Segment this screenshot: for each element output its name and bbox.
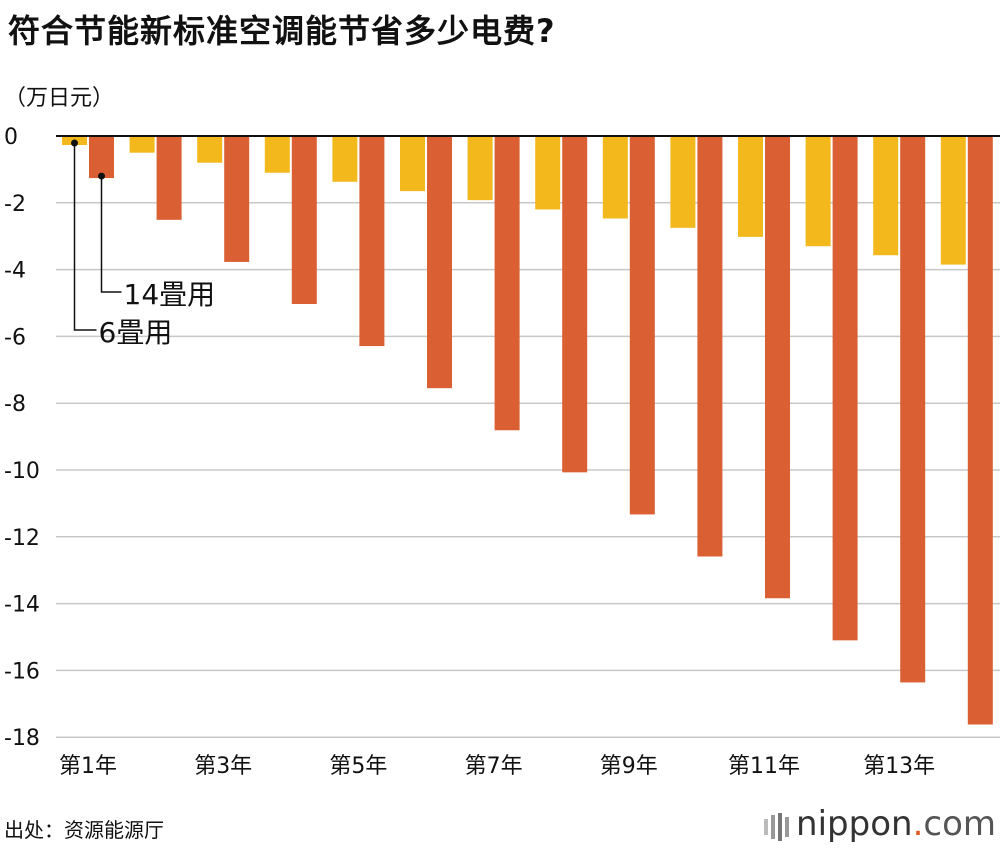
y-tick-label: -12 xyxy=(4,526,40,551)
bar-6jo xyxy=(873,136,899,256)
y-tick-label: -18 xyxy=(4,726,40,751)
bar-6jo xyxy=(670,136,696,228)
bar-14jo xyxy=(359,136,385,347)
bar-14jo xyxy=(765,136,790,599)
bar-6jo xyxy=(400,136,425,192)
bar-14jo xyxy=(832,136,858,641)
leader-line-6jo xyxy=(73,143,97,331)
bar-14jo xyxy=(494,136,520,431)
bar-6jo xyxy=(467,136,493,201)
logo-name: nippon xyxy=(796,804,913,844)
bars xyxy=(62,136,993,725)
y-tick-label: -16 xyxy=(4,659,40,684)
bar-6jo xyxy=(332,136,358,182)
x-tick-label: 第13年 xyxy=(863,754,935,779)
y-tick-label: -14 xyxy=(4,593,40,618)
bar-14jo xyxy=(89,136,114,179)
logo-bars-icon xyxy=(764,812,790,841)
bar-6jo xyxy=(264,136,290,173)
x-tick-label: 第11年 xyxy=(728,754,800,779)
series-label-14jo: 14畳用 xyxy=(124,278,216,311)
series-labels: 6畳用 14畳用 xyxy=(71,139,216,349)
leader-line-14jo xyxy=(100,176,122,293)
nippon-logo: nippon.com xyxy=(764,804,996,844)
chart-title: 符合节能新标准空调能节省多少电费? xyxy=(8,12,556,50)
x-tick-label: 第5年 xyxy=(329,754,387,779)
y-tick-label: 0 xyxy=(4,125,18,150)
y-tick-label: -6 xyxy=(4,325,26,350)
bar-14jo xyxy=(224,136,250,262)
logo-suffix: com xyxy=(923,804,996,844)
bar-14jo xyxy=(156,136,182,220)
bar-6jo xyxy=(940,136,966,265)
bar-14jo xyxy=(967,136,993,725)
bar-6jo xyxy=(602,136,628,219)
bar-14jo xyxy=(629,136,655,515)
bar-14jo xyxy=(562,136,588,473)
source-note: 出处：资源能源厅 xyxy=(4,818,164,842)
axes: 0 -2 -4 -6 -8 -10 -12 -14 -16 -18 第1年 第3年 第5年 第7年 第9年 第… xyxy=(4,125,1000,779)
y-tick-label: -4 xyxy=(4,259,26,284)
x-tick-label: 第3年 xyxy=(194,754,252,779)
x-tick-label: 第7年 xyxy=(465,754,523,779)
y-tick-label: -10 xyxy=(4,459,40,484)
series-label-6jo: 6畳用 xyxy=(99,316,173,349)
bar-6jo xyxy=(129,136,155,153)
bar-6jo xyxy=(197,136,223,163)
bar-14jo xyxy=(427,136,452,389)
bar-6jo xyxy=(805,136,831,247)
bar-14jo xyxy=(900,136,926,683)
y-tick-label: -8 xyxy=(4,392,26,417)
bar-14jo xyxy=(291,136,317,305)
bar-6jo xyxy=(535,136,561,210)
x-tick-label: 第9年 xyxy=(600,754,658,779)
y-tick-label: -2 xyxy=(4,192,26,217)
logo-dot: . xyxy=(912,804,924,844)
bar-6jo xyxy=(738,136,763,237)
bar-14jo xyxy=(697,136,723,557)
y-axis-unit-label: （万日元） xyxy=(4,86,115,111)
x-tick-label: 第1年 xyxy=(59,754,117,779)
